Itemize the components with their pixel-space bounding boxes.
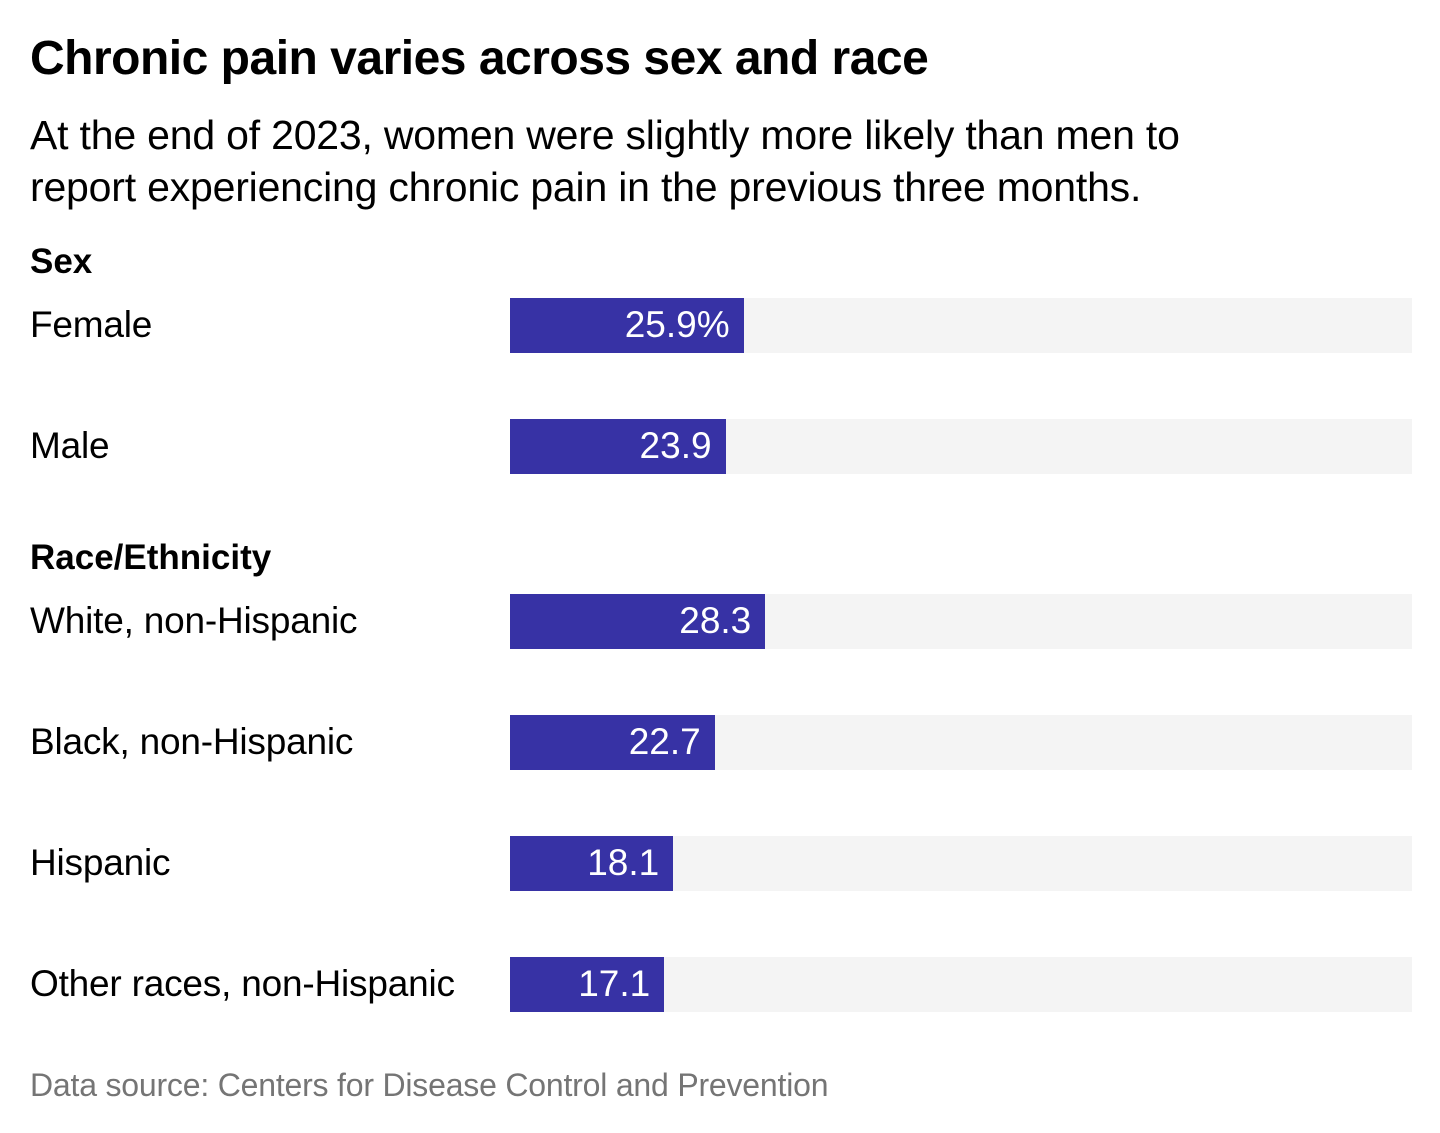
group-sex: Sex Female 25.9% Male 23.9 bbox=[30, 240, 1412, 474]
bar-row-white: White, non-Hispanic 28.3 bbox=[30, 593, 1412, 649]
bar-value-black: 22.7 bbox=[628, 721, 701, 763]
row-label-other-races: Other races, non-Hispanic bbox=[30, 963, 455, 1005]
bar-female: 25.9% bbox=[510, 297, 744, 353]
bar-value-other-races: 17.1 bbox=[578, 963, 651, 1005]
chart-title: Chronic pain varies across sex and race bbox=[30, 32, 929, 85]
bar-value-white: 28.3 bbox=[679, 600, 752, 642]
bar-track-other-races: 17.1 bbox=[510, 956, 1412, 1012]
bar-row-female: Female 25.9% bbox=[30, 297, 1412, 353]
bar-track-black: 22.7 bbox=[510, 714, 1412, 770]
bar-value-hispanic: 18.1 bbox=[587, 842, 660, 884]
group-header-race-ethnicity: Race/Ethnicity bbox=[30, 537, 272, 577]
row-label-female: Female bbox=[30, 304, 153, 346]
row-label-white: White, non-Hispanic bbox=[30, 600, 358, 642]
group-race-ethnicity: Race/Ethnicity White, non-Hispanic 28.3 … bbox=[30, 536, 1412, 1012]
bar-track-female: 25.9% bbox=[510, 297, 1412, 353]
bar-value-female: 25.9% bbox=[624, 304, 730, 346]
bar-row-male: Male 23.9 bbox=[30, 418, 1412, 474]
bar-track-hispanic: 18.1 bbox=[510, 835, 1412, 891]
bar-row-hispanic: Hispanic 18.1 bbox=[30, 835, 1412, 891]
row-label-male: Male bbox=[30, 425, 110, 467]
bar-other-races: 17.1 bbox=[510, 956, 665, 1012]
bar-value-male: 23.9 bbox=[639, 425, 712, 467]
bar-track-white: 28.3 bbox=[510, 593, 1412, 649]
chart-source: Data source: Centers for Disease Control… bbox=[30, 1066, 829, 1103]
bar-black: 22.7 bbox=[510, 714, 715, 770]
bar-white: 28.3 bbox=[510, 593, 766, 649]
row-label-hispanic: Hispanic bbox=[30, 842, 171, 884]
bar-hispanic: 18.1 bbox=[510, 835, 674, 891]
bar-row-other-races: Other races, non-Hispanic 17.1 bbox=[30, 956, 1412, 1012]
bar-row-black: Black, non-Hispanic 22.7 bbox=[30, 714, 1412, 770]
chart-subtitle: At the end of 2023, women were slightly … bbox=[30, 112, 1180, 211]
bar-track-male: 23.9 bbox=[510, 418, 1412, 474]
row-label-black: Black, non-Hispanic bbox=[30, 721, 354, 763]
group-header-sex: Sex bbox=[30, 241, 93, 281]
bar-male: 23.9 bbox=[510, 418, 726, 474]
